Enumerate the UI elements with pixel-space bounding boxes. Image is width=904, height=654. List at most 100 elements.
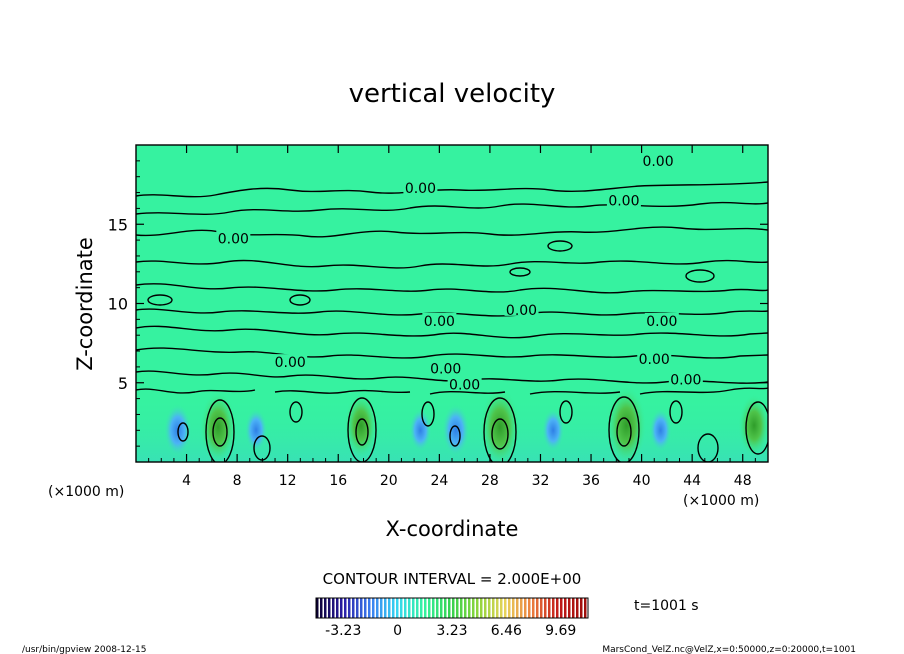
contour-label-bg-5 <box>422 312 457 327</box>
colorbar-stripe <box>456 598 459 618</box>
colorbar-stripe <box>380 598 383 618</box>
y-tick-label-2: 15 <box>108 215 128 234</box>
x-axis: 4 8 12 16 20 24 28 32 36 40 44 48 <box>148 145 756 489</box>
colorbar-stripe <box>524 598 527 618</box>
colorbar-tick-label-2: 3.23 <box>436 623 467 639</box>
updraft-cell-4 <box>738 394 768 457</box>
colorbar-stripe <box>580 598 583 618</box>
colorbar-stripe <box>476 598 479 618</box>
colorbar-tick-label-4: 9.69 <box>545 623 576 639</box>
colorbar-stripe <box>560 598 563 618</box>
contour-label-bg-1 <box>403 179 438 194</box>
colorbar-stripe <box>520 598 523 618</box>
contour-label-1: 0.00 <box>405 181 436 197</box>
colorbar-stripe <box>488 598 491 618</box>
colorbar-stripe <box>348 598 351 618</box>
colorbar-stripe <box>464 598 467 618</box>
colorbar-stripe <box>516 598 519 618</box>
colorbar-stripe <box>320 598 323 618</box>
colorbar-stripe <box>508 598 511 618</box>
contour-label-11: 0.00 <box>670 373 701 389</box>
colorbar-stripe <box>540 598 543 618</box>
colorbar-stripe <box>340 598 343 618</box>
updraft-cell-1 <box>344 392 378 459</box>
colorbar-stripe <box>460 598 463 618</box>
updraft-cell-3 <box>606 385 647 462</box>
contour-lines <box>136 181 768 462</box>
colorbar-stripe <box>576 598 579 618</box>
colorbar-stripe <box>448 598 451 618</box>
contour-label-9: 0.00 <box>430 361 461 377</box>
colorbar-stripe <box>472 598 475 618</box>
colorbar-stripe <box>432 598 435 618</box>
contour-label-6: 0.00 <box>646 314 677 330</box>
contour-interval: CONTOUR INTERVAL = 2.000E+00 <box>323 570 582 588</box>
colorbar-stripe <box>388 598 391 618</box>
colorbar-stripe <box>548 598 551 618</box>
colorbar-stripe <box>396 598 399 618</box>
colorbar-stripe <box>408 598 411 618</box>
contour-label-8: 0.00 <box>639 352 670 368</box>
colorbar-stripe <box>316 598 319 618</box>
colorbar-stripe <box>412 598 415 618</box>
plot-area: 0.000.000.000.000.000.00 0.000.00 0.000.00… <box>136 145 768 462</box>
contour-label-bg-3 <box>216 230 251 245</box>
x-tick-label-11: 48 <box>734 473 752 489</box>
downdraft-cell-5 <box>649 408 672 453</box>
colorbar-stripe <box>420 598 423 618</box>
colorbar-stripe <box>364 598 367 618</box>
x-tick-label-10: 44 <box>683 473 701 489</box>
colorbar-stripe <box>536 598 539 618</box>
contour-label-bg-0 <box>641 152 676 167</box>
x-tick-label-1: 8 <box>233 473 242 489</box>
updraft-cell-0 <box>199 390 237 462</box>
colorbar-stripe <box>392 598 395 618</box>
downdraft-cell-2 <box>409 408 432 453</box>
x-axis-label: X-coordinate <box>386 517 519 541</box>
contour-label-bg-6 <box>644 312 679 327</box>
contour-label-10: 0.00 <box>449 377 480 393</box>
colorbar-stripe <box>416 598 419 618</box>
colorbar <box>316 598 587 618</box>
contour-label-bg-4 <box>504 301 539 316</box>
chart-title: vertical velocity <box>349 79 556 109</box>
colorbar-stripe <box>532 598 535 618</box>
contour-label-5: 0.00 <box>424 314 455 330</box>
y-tick-label-0: 5 <box>118 374 128 393</box>
x-tick-label-7: 32 <box>532 473 550 489</box>
y-tick-label-1: 10 <box>108 295 128 314</box>
colorbar-stripe <box>544 598 547 618</box>
colorbar-stripe <box>496 598 499 618</box>
colorbar-stripe <box>336 598 339 618</box>
colorbar-stripe <box>356 598 359 618</box>
colorbar-tick-label-3: 6.46 <box>491 623 522 639</box>
colorbar-stripe <box>440 598 443 618</box>
colorbar-stripe <box>492 598 495 618</box>
colorbar-stripe <box>564 598 567 618</box>
contour-label-7: 0.00 <box>275 355 306 371</box>
downdraft-cell-1 <box>244 408 268 453</box>
colorbar-frame <box>315 597 589 619</box>
footer-left: /usr/bin/gpview 2008-12-15 <box>22 645 146 654</box>
colorbar-stripe <box>352 598 355 618</box>
colorbar-stripe <box>344 598 347 618</box>
downdraft-cell-4 <box>541 408 565 453</box>
colorbar-stripe <box>584 598 587 618</box>
colorbar-stripe <box>500 598 503 618</box>
colorbar-stripe <box>556 598 559 618</box>
colorbar-stripe <box>384 598 387 618</box>
updraft-cell-2 <box>480 387 520 462</box>
colorbar-stripe <box>376 598 379 618</box>
contour-label-bg-10 <box>447 376 482 391</box>
colorbar-stripe <box>368 598 371 618</box>
colorbar-stripe <box>428 598 431 618</box>
x-tick-label-5: 24 <box>430 473 448 489</box>
x-unit-right: (×1000 m) <box>683 493 759 509</box>
contour-label-0: 0.00 <box>642 154 673 170</box>
colorbar-stripe <box>512 598 515 618</box>
y-axis: 5 10 15 <box>108 160 768 447</box>
colorbar-stripe <box>552 598 555 618</box>
x-unit-left: (×1000 m) <box>48 484 124 500</box>
x-tick-label-3: 16 <box>329 473 347 489</box>
